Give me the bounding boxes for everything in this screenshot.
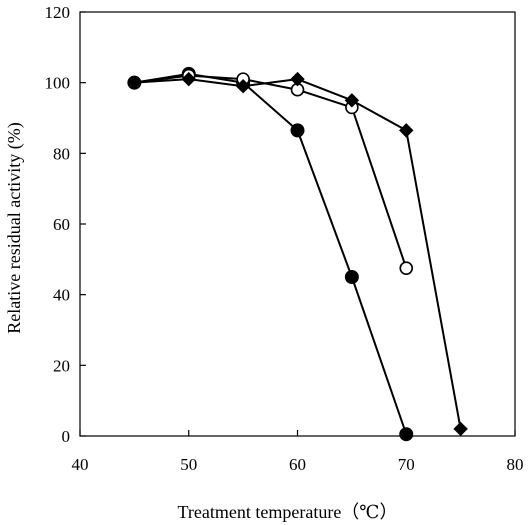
y-tick-label: 40 xyxy=(53,286,70,305)
data-point-filled-circle xyxy=(290,123,305,138)
data-point-diamond xyxy=(235,78,251,94)
series-filled-circle xyxy=(127,66,414,442)
y-axis-ticks: 0 20 40 60 80 100 120 xyxy=(45,3,86,446)
y-tick-label: 20 xyxy=(53,356,70,375)
data-point-diamond xyxy=(181,71,196,87)
data-point-filled-circle xyxy=(399,427,414,442)
series-line xyxy=(134,74,408,269)
x-tick-label: 60 xyxy=(289,455,306,474)
data-point-diamond xyxy=(453,421,468,437)
data-point-open-circle xyxy=(399,261,414,275)
series-filled-diamond xyxy=(127,71,468,437)
x-tick-label: 50 xyxy=(180,455,197,474)
series-layer xyxy=(127,66,468,442)
x-tick-label: 70 xyxy=(398,455,415,474)
data-point-diamond xyxy=(290,71,305,87)
y-tick-label: 60 xyxy=(53,215,70,234)
x-axis-ticks: 40 50 60 70 80 xyxy=(72,430,524,474)
y-tick-label: 80 xyxy=(53,144,70,163)
series-open-circle xyxy=(127,68,414,275)
data-point-diamond xyxy=(399,123,414,138)
y-tick-label: 0 xyxy=(62,427,71,446)
x-tick-label: 40 xyxy=(72,455,89,474)
data-point-filled-circle xyxy=(344,270,359,284)
x-tick-label: 80 xyxy=(507,455,524,474)
y-axis-title: Relative residual activity (%) xyxy=(4,122,25,333)
y-tick-label: 120 xyxy=(45,3,71,22)
y-tick-label: 100 xyxy=(45,74,71,93)
series-line xyxy=(134,72,408,435)
x-axis-title: Treatment temperature（℃） xyxy=(178,502,398,522)
data-point-diamond xyxy=(127,75,142,90)
data-point-diamond xyxy=(344,93,360,108)
